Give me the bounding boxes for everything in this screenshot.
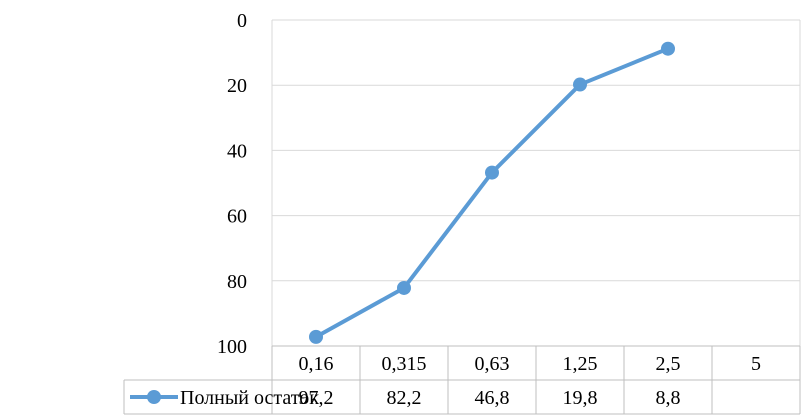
data-table-value: 46,8 <box>475 387 510 409</box>
data-table-value: 19,8 <box>563 387 598 409</box>
series-line <box>315 46 669 339</box>
legend-label: Полный остаток <box>180 387 319 409</box>
y-tick-label: 60 <box>227 206 247 228</box>
y-tick-label: 0 <box>237 10 247 32</box>
data-point <box>309 329 323 344</box>
x-category-label: 0,16 <box>299 353 334 375</box>
y-tick-label: 40 <box>227 140 247 162</box>
x-category-label: 5 <box>751 353 761 375</box>
gridlines <box>271 19 801 346</box>
series-layer <box>309 41 675 344</box>
y-tick-label: 100 <box>217 336 247 358</box>
data-table-value: 97,2 <box>299 387 334 409</box>
x-category-label: 1,25 <box>563 353 598 375</box>
data-table: 0,16 0,315 0,63 1,25 2,5 5 97,2 82,2 46,8 19,8 8,8… <box>130 353 761 409</box>
data-table-value: 8,8 <box>656 387 681 409</box>
data-table-value: 82,2 <box>387 387 422 409</box>
x-category-label: 0,315 <box>382 353 427 375</box>
x-category-label: 0,63 <box>475 353 510 375</box>
data-point <box>397 280 411 295</box>
data-point <box>573 77 587 92</box>
data-point <box>661 41 675 56</box>
x-category-label: 2,5 <box>656 353 681 375</box>
y-tick-label: 20 <box>227 75 247 97</box>
data-table-grid <box>123 345 801 415</box>
y-axis-ticks: 0 20 40 60 80 100 <box>217 10 247 358</box>
y-tick-label: 80 <box>227 271 247 293</box>
legend-marker <box>147 390 161 404</box>
data-point <box>485 165 499 180</box>
